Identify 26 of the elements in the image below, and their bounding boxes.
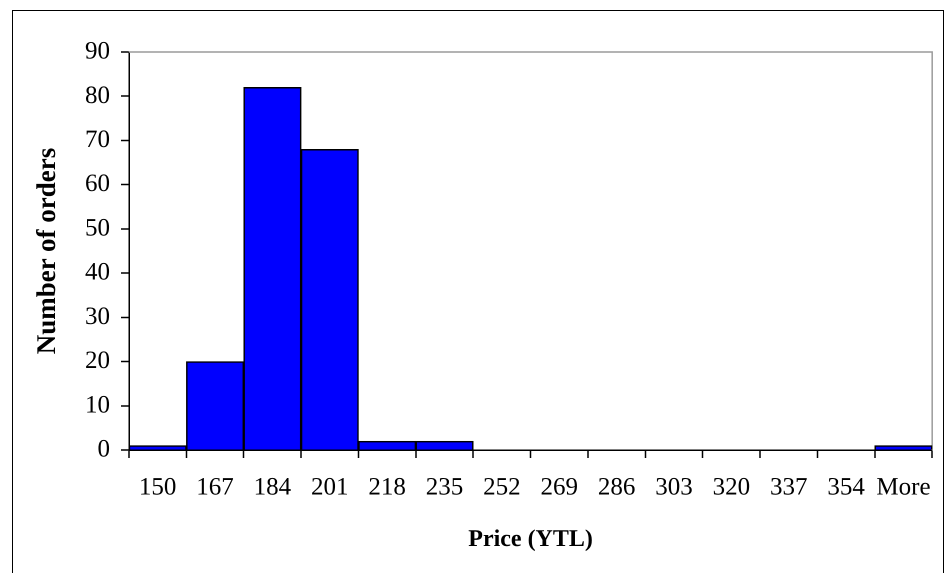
x-axis-title: Price (YTL) <box>468 526 593 552</box>
x-tick-label: 320 <box>712 474 750 501</box>
x-tick-label: 286 <box>598 474 636 501</box>
y-tick-label: 60 <box>85 170 110 198</box>
y-tick-label: 10 <box>85 391 110 418</box>
x-tick-label: 252 <box>483 474 521 501</box>
y-tick-label: 90 <box>85 38 110 65</box>
y-tick-label: 30 <box>85 302 110 330</box>
y-tick-label: 50 <box>85 214 110 242</box>
y-tick-label: 20 <box>85 347 110 374</box>
y-tick-label: 70 <box>85 126 110 154</box>
x-tick-label: 201 <box>311 474 349 501</box>
x-tick-label: 337 <box>770 474 808 501</box>
y-tick-label: 40 <box>85 258 110 286</box>
x-tick-label: More <box>876 474 931 501</box>
y-tick-label: 80 <box>85 82 110 109</box>
x-tick-label: 303 <box>655 474 693 501</box>
x-tick-label: 184 <box>254 474 292 501</box>
x-tick-label: 150 <box>138 474 176 501</box>
x-tick-label: 269 <box>540 474 578 501</box>
x-tick-label: 235 <box>426 474 464 501</box>
x-tick-label: 354 <box>827 474 866 501</box>
y-tick-label: 0 <box>98 436 110 463</box>
x-tick-label: 218 <box>368 474 406 501</box>
y-axis-title: Number of orders <box>31 148 62 354</box>
x-tick-label: 167 <box>196 474 234 501</box>
